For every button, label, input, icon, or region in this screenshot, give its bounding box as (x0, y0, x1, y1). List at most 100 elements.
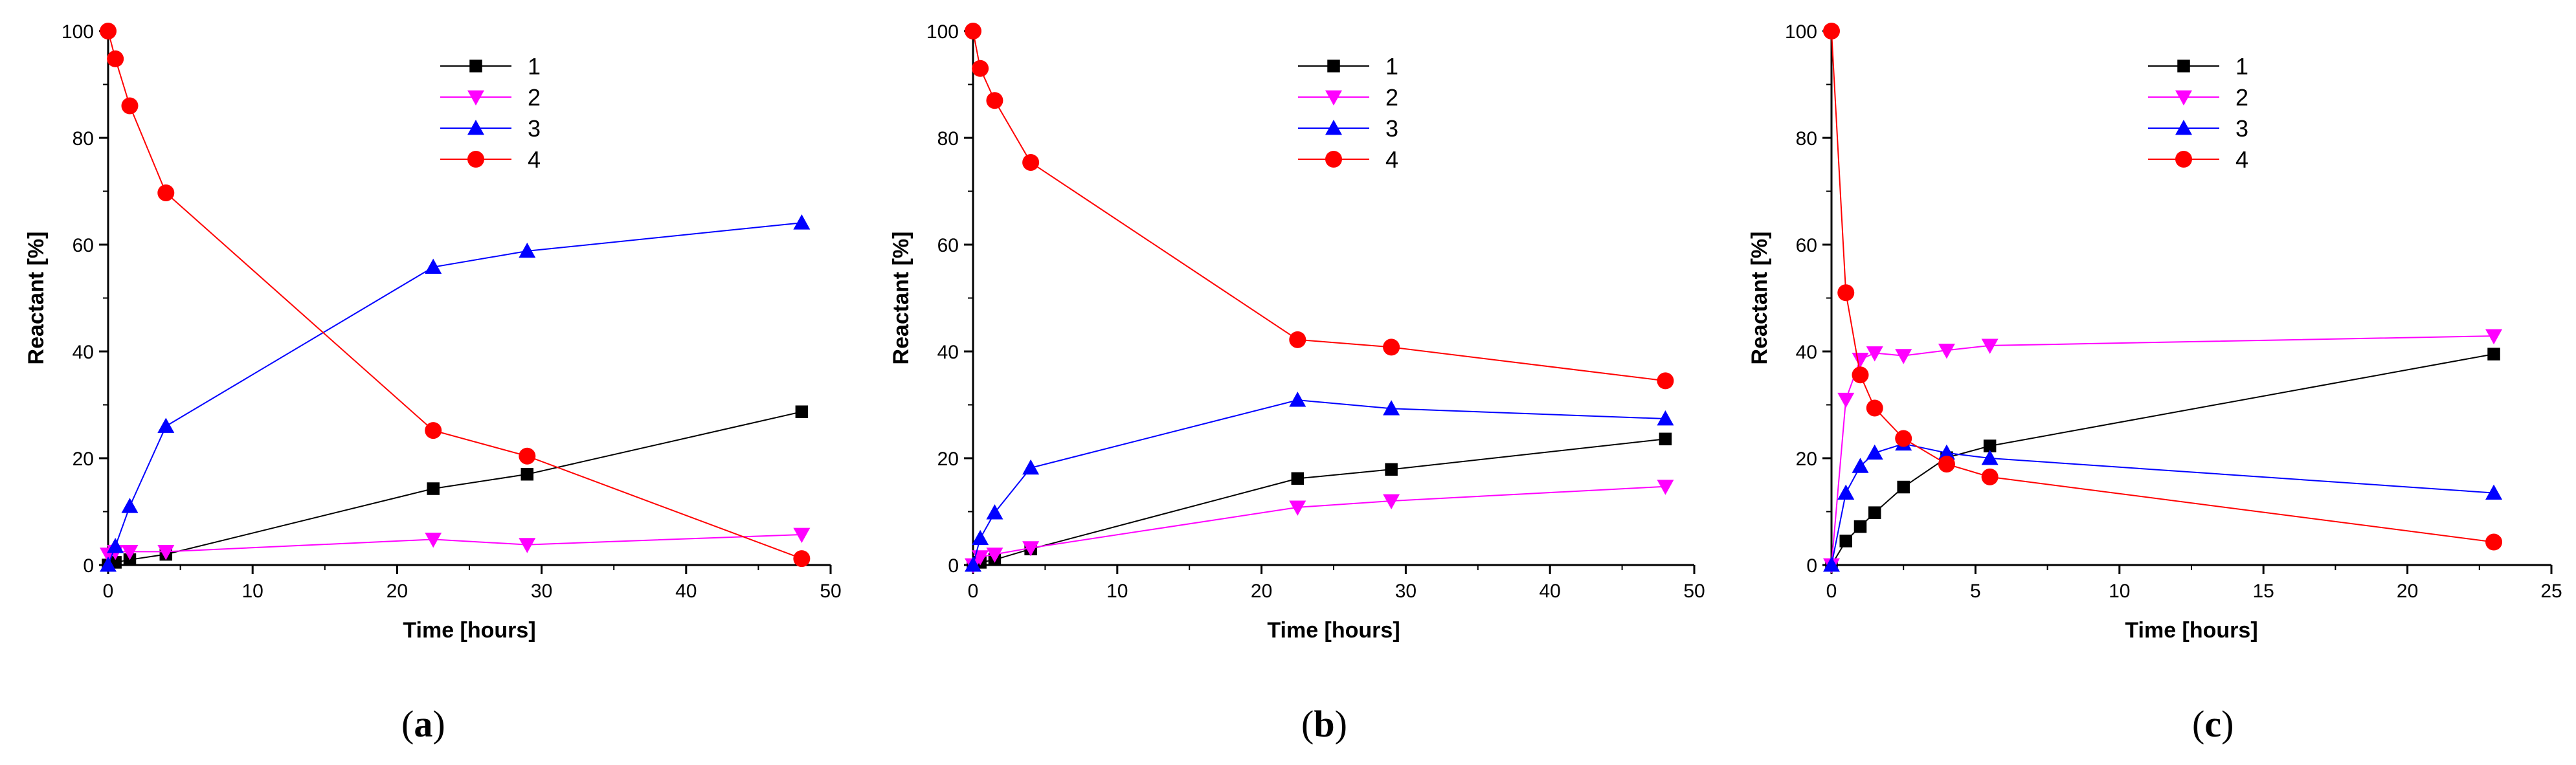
data-point-series-4 (519, 447, 536, 465)
data-point-series-3 (107, 538, 124, 553)
data-point-series-1 (1983, 439, 1997, 452)
data-point-series-1 (521, 468, 534, 481)
data-point-series-1 (427, 482, 440, 495)
x-tick-label: 20 (1251, 581, 1272, 602)
axes-frame (972, 31, 1694, 566)
series-line-1 (107, 411, 802, 566)
y-tick-label: 40 (937, 342, 959, 363)
x-tick-label: 10 (2109, 581, 2130, 602)
legend-marker-3 (2175, 120, 2192, 135)
data-point-series-3 (2485, 484, 2503, 500)
data-point-series-4 (107, 50, 124, 67)
panel-label: (c) (2192, 703, 2234, 745)
legend-marker-4 (2175, 151, 2192, 168)
x-axis-title: Time [hours] (2125, 618, 2257, 643)
data-point-series-4 (100, 23, 117, 39)
data-point-series-2 (1852, 352, 1869, 368)
series-line-3 (1831, 443, 2494, 566)
series-line-4 (1831, 30, 2494, 543)
data-point-series-3 (1383, 400, 1400, 416)
data-point-series-4 (1823, 23, 1840, 39)
data-point-series-2 (519, 538, 536, 553)
legend-marker-1 (469, 60, 482, 72)
data-point-series-2 (157, 544, 175, 560)
y-tick-label: 0 (83, 555, 94, 577)
legend-label-4: 4 (1385, 146, 1398, 173)
axes-frame (1830, 31, 2551, 566)
y-tick-label: 60 (937, 235, 959, 256)
data-point-series-3 (972, 529, 989, 546)
y-tick-label: 40 (1796, 342, 1817, 363)
data-point-series-2 (1289, 500, 1306, 516)
series-line-3 (107, 222, 802, 566)
data-point-series-2 (793, 527, 811, 543)
data-point-series-1 (1291, 472, 1305, 485)
data-point-series-4 (1289, 331, 1306, 348)
y-tick-label: 20 (73, 449, 94, 470)
legend-label-1: 1 (1385, 53, 1398, 80)
x-tick-label: 10 (1106, 581, 1128, 602)
series-line-1 (1831, 353, 2494, 566)
data-point-series-2 (1981, 338, 1999, 354)
series-line-4 (107, 30, 802, 560)
panel-label: (a) (401, 703, 445, 745)
data-point-series-4 (1022, 153, 1040, 171)
data-point-series-3 (519, 242, 536, 258)
data-point-series-4 (1837, 284, 1855, 302)
data-point-series-2 (1938, 343, 1955, 359)
y-tick-label: 60 (1796, 235, 1817, 256)
y-tick-label: 80 (73, 128, 94, 150)
series-line-2 (972, 485, 1666, 566)
legend-label-1: 1 (528, 53, 541, 80)
data-point-series-3 (1866, 444, 1883, 460)
data-point-series-4 (1981, 468, 1999, 485)
data-point-series-3 (1657, 410, 1674, 426)
x-axis-title: Time [hours] (403, 618, 535, 643)
legend-marker-4 (467, 151, 484, 168)
data-point-series-1 (1839, 535, 1852, 548)
data-point-series-3 (121, 498, 139, 513)
legend-label-1: 1 (2235, 53, 2248, 80)
x-tick-label: 20 (2397, 581, 2418, 602)
legend-marker-2 (467, 90, 484, 105)
legend-marker-3 (467, 120, 484, 135)
data-point-series-4 (1657, 372, 1674, 390)
data-point-series-4 (1938, 456, 1955, 473)
panel-letter: c (2204, 703, 2221, 745)
data-point-series-4 (2485, 533, 2503, 551)
y-axis-title: Reactant [%] (24, 232, 49, 365)
legend-label-3: 3 (528, 115, 541, 142)
legend-label-4: 4 (528, 146, 541, 173)
y-tick-label: 100 (926, 21, 959, 43)
legend-marker-3 (1325, 120, 1342, 135)
data-point-series-3 (1852, 458, 1869, 473)
data-point-series-1 (1385, 463, 1398, 476)
y-tick-label: 0 (1806, 555, 1817, 577)
data-point-series-3 (425, 258, 442, 274)
x-tick-label: 40 (1540, 581, 1561, 602)
legend-label-3: 3 (1385, 115, 1398, 142)
data-point-series-3 (986, 504, 1003, 520)
data-point-series-4 (1852, 366, 1869, 384)
chart-panel-a: 0 10 20 30 40 50 0 20 40 60 80 100 Time [hours] React… (24, 21, 842, 745)
data-point-series-4 (157, 184, 175, 201)
axes-frame (107, 31, 831, 566)
y-tick-label: 80 (937, 128, 959, 150)
data-point-series-2 (121, 544, 139, 560)
data-point-series-2 (1383, 494, 1400, 509)
panel-letter: b (1314, 703, 1334, 745)
legend-marker-2 (2175, 90, 2192, 105)
data-point-series-3 (1823, 557, 1840, 572)
data-point-series-3 (1289, 392, 1306, 407)
data-point-series-1 (1659, 432, 1672, 446)
x-tick-label: 20 (386, 581, 408, 602)
y-tick-label: 20 (1796, 449, 1817, 470)
y-axis-title: Reactant [%] (1747, 232, 1772, 365)
legend-marker-4 (1325, 151, 1342, 168)
data-point-series-3 (1981, 450, 1999, 465)
chart-panel-c: 0 5 10 15 20 25 0 20 40 60 80 100 Time [hours] Reacta… (1747, 21, 2562, 745)
x-tick-label: 5 (1970, 581, 1981, 602)
data-point-series-1 (1854, 520, 1867, 533)
x-axis-title: Time [hours] (1267, 618, 1400, 643)
